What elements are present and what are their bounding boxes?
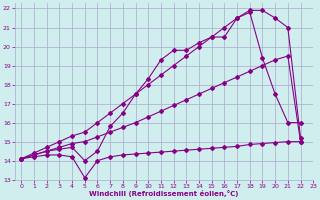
X-axis label: Windchill (Refroidissement éolien,°C): Windchill (Refroidissement éolien,°C)	[89, 190, 239, 197]
